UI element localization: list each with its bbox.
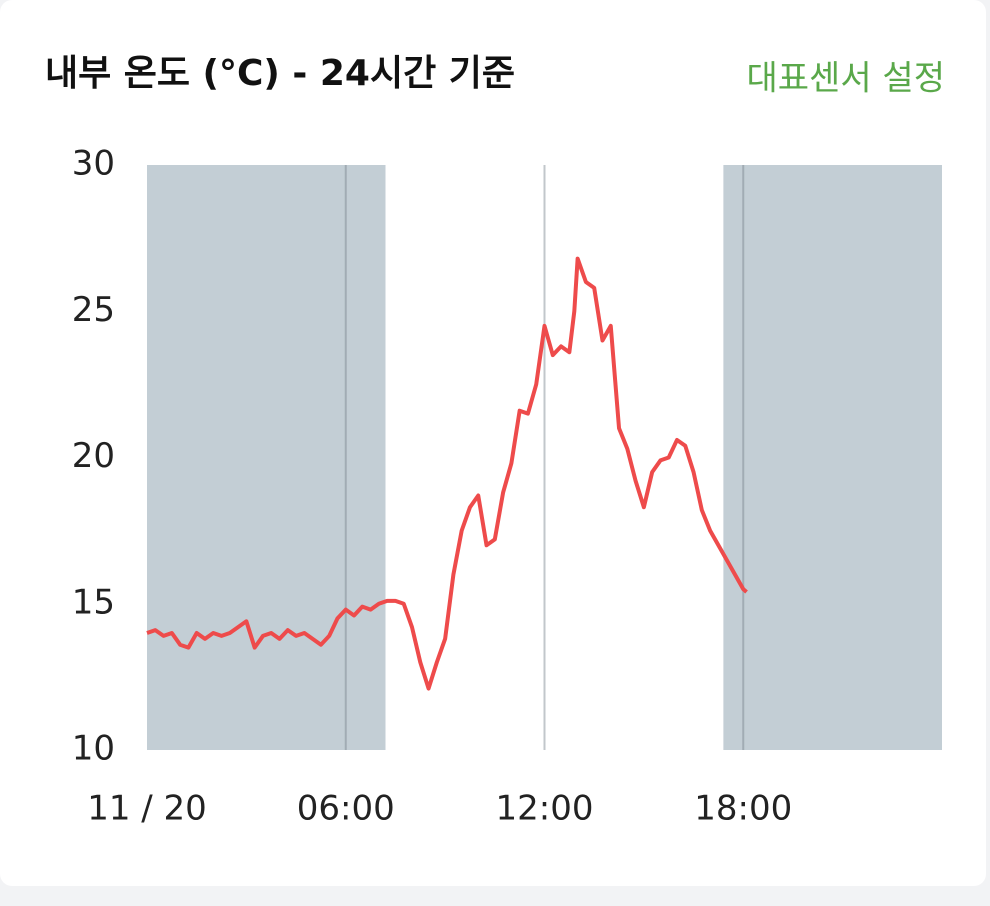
x-tick-label: 11 / 20 — [87, 789, 207, 829]
y-tick-label: 25 — [72, 290, 115, 330]
y-tick-label: 15 — [72, 582, 115, 622]
y-tick-label: 30 — [72, 144, 115, 184]
y-tick-label: 20 — [72, 436, 115, 476]
chart-title: 내부 온도 (°C) - 24시간 기준 — [45, 53, 515, 94]
temperature-line — [146, 256, 748, 691]
card: 내부 온도 (°C) - 24시간 기준 대표센서 설정 10 15 20 25 30 1… — [0, 0, 986, 886]
y-tick-label: 10 — [72, 729, 115, 769]
x-tick-label: 12:00 — [496, 789, 594, 829]
sensor-setting-link[interactable]: 대표센서 설정 — [747, 59, 946, 99]
x-tick-label: 06:00 — [297, 789, 395, 829]
chart: 내부 온도 (°C) - 24시간 기준 대표센서 설정 10 15 20 25 30 1… — [45, 53, 946, 829]
x-tick-label: 18:00 — [694, 789, 792, 829]
night-shade — [147, 165, 386, 750]
night-shade — [723, 165, 942, 750]
